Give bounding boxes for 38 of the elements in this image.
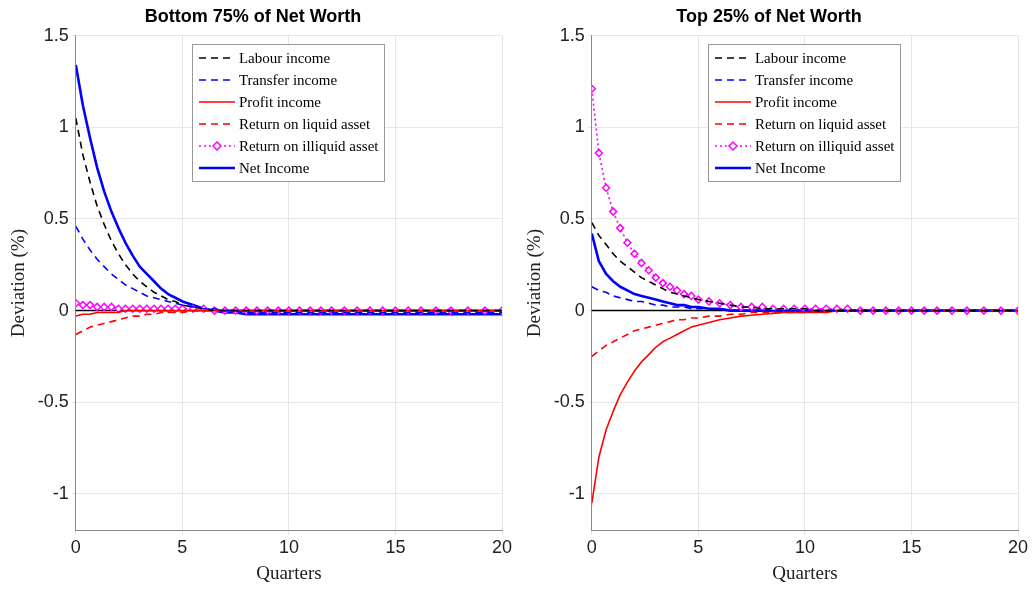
y-tick-label: -1 [568,482,585,503]
legend-label: Transfer income [238,70,338,90]
x-axis-title: Quarters [772,561,838,583]
legend-label: Net Income [754,158,826,178]
y-tick-label: -1 [52,482,69,503]
y-tick-label: 1.5 [559,24,585,45]
x-tick-label: 20 [1007,537,1029,558]
y-tick-label: -0.5 [553,391,585,412]
y-tick-label: 1.5 [43,24,69,45]
y-axis-title: Deviation (%) [523,229,546,338]
legend-label: Labour income [754,48,847,68]
x-tick-label: 10 [794,537,815,558]
x-tick-label: 5 [177,537,188,558]
y-tick-label: 0.5 [559,207,585,228]
x-tick-label: 10 [278,537,299,558]
y-tick-label: 0.5 [43,207,69,228]
legend-label: Return on liquid asset [238,114,371,134]
legend-label: Net Income [238,158,310,178]
y-tick-label: 1 [58,116,69,137]
x-tick-label: 15 [901,537,922,558]
y-tick-label: -0.5 [37,391,69,412]
chart-title: Top 25% of Net Worth [676,5,862,26]
legend-label: Return on illiquid asset [754,136,895,156]
y-tick-label: 1 [574,116,585,137]
x-tick-label: 5 [693,537,704,558]
legend-label: Profit income [754,92,837,112]
legend-label: Return on liquid asset [754,114,887,134]
legend-label: Profit income [238,92,321,112]
legend-label: Labour income [238,48,331,68]
y-tick-label: 0 [58,299,69,320]
chart-title: Bottom 75% of Net Worth [144,5,362,26]
y-tick-label: 0 [574,299,585,320]
x-tick-label: 15 [385,537,406,558]
legend-label: Transfer income [754,70,854,90]
legend-label: Return on illiquid asset [238,136,379,156]
x-axis-title: Quarters [256,561,322,583]
x-tick-label: 20 [491,537,513,558]
y-axis-title: Deviation (%) [7,229,30,338]
